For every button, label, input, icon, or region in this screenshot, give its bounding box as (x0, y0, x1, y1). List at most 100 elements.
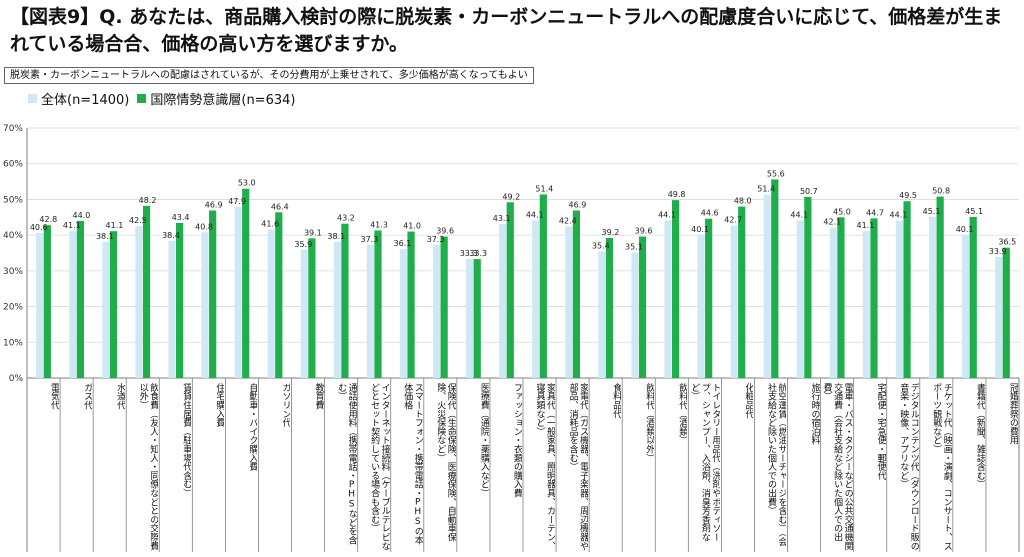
legend-item-all: 全体(n=1400) (28, 89, 129, 108)
category-label: チケット代（映画・演劇、コンサート、スポーツ観戦など） (931, 383, 952, 551)
data-label-all: 44.1 (526, 211, 544, 220)
data-label-all: 42.1 (823, 218, 841, 227)
data-label-intl: 44.0 (72, 211, 90, 220)
bar-all (168, 240, 176, 378)
bar-all (102, 241, 110, 378)
bar-intl (936, 196, 944, 378)
bar-intl (275, 212, 283, 378)
legend-item-intl: 国際情勢意識層(n=634) (137, 89, 295, 108)
bar-intl (142, 205, 151, 378)
bar-all (466, 259, 474, 378)
category-label: 書籍代（新聞、雑誌含む） (974, 383, 985, 489)
data-label-all: 44.1 (658, 211, 676, 220)
question-note: 脱炭素・カーボンニュートラルへの配慮はされているが、その分費用が上乗せされて、多… (4, 67, 534, 84)
bar-intl (870, 218, 878, 378)
data-label-intl: 39.6 (436, 227, 454, 236)
bar-intl (605, 238, 614, 378)
category-label: 食料品代 (611, 383, 622, 419)
category-label: 飲料代（酒類以外） (644, 383, 655, 463)
category-label: 宅配便・宅急便・郵便代 (875, 383, 886, 480)
y-tick-label: 20% (3, 303, 23, 313)
data-label-intl: 53.0 (238, 179, 256, 188)
data-label-intl: 46.4 (271, 202, 289, 211)
category-label: 自動車・バイク購入費 (247, 383, 258, 472)
data-label-intl: 44.7 (866, 208, 884, 217)
y-tick-label: 0% (9, 374, 24, 384)
bar-all (928, 216, 937, 378)
data-label-intl: 55.6 (767, 169, 785, 178)
bar-all (796, 220, 804, 378)
data-label-all: 41.1 (856, 221, 874, 230)
data-label-intl: 43.4 (172, 213, 190, 222)
category-label: 飲食費（友人・知人・同僚などとの交際費以外） (137, 383, 159, 551)
data-label-intl: 43.2 (337, 214, 355, 223)
data-label-all: 40.6 (30, 223, 48, 232)
bar-all (995, 256, 1003, 378)
chart-title: 【図表9】Q. あなたは、商品購入検討の際に脱炭素・カーボンニュートラルへの配慮… (10, 6, 1003, 55)
bar-all (300, 249, 308, 378)
bar-intl (209, 210, 217, 378)
bar-intl (242, 188, 250, 378)
data-label-intl: 36.5 (998, 238, 1016, 247)
data-label-intl: 48.2 (139, 196, 157, 205)
bar-intl (308, 238, 316, 378)
data-label-intl: 46.9 (568, 201, 586, 210)
bar-all (895, 220, 904, 378)
category-label: 家電代（ガス機器、電子楽器、周辺機器や部品、消耗品を含む） (567, 383, 589, 551)
data-label-intl: 41.1 (106, 221, 124, 230)
category-label: 旅行時の宿泊料 (809, 383, 820, 445)
bar-intl (539, 194, 547, 378)
data-label-intl: 39.2 (602, 228, 620, 237)
data-label-intl: 45.0 (833, 207, 851, 216)
data-label-all: 51.4 (757, 184, 775, 193)
data-label-all: 45.1 (923, 207, 941, 216)
bar-all (862, 231, 870, 378)
data-label-all: 43.1 (493, 214, 511, 223)
bar-intl (341, 223, 349, 378)
category-label: スマートフォン・携帯電話・PHSの本体価格 (402, 383, 423, 545)
data-label-all: 42.4 (559, 217, 577, 226)
data-label-all: 35.4 (592, 242, 610, 251)
y-tick-label: 30% (3, 267, 23, 277)
category-label: ファッション・衣類の購入費 (511, 383, 522, 498)
bar-all (598, 251, 606, 378)
data-label-intl: 49.5 (899, 191, 917, 200)
data-label-intl: 41.0 (403, 222, 421, 231)
bar-all (69, 231, 77, 378)
data-label-all: 35.1 (625, 243, 643, 252)
bar-intl (705, 218, 713, 378)
data-label-all: 37.3 (360, 235, 378, 244)
data-label-intl: 48.0 (734, 197, 752, 206)
bar-all (962, 234, 970, 378)
data-label-all: 35.9 (294, 240, 312, 249)
bar-intl (771, 179, 779, 378)
data-label-all: 42.5 (129, 216, 147, 225)
category-label: デジタルコンテンツ代（ダウンロード販の音楽・映像、アプリなど） (898, 383, 919, 551)
bar-all (234, 206, 242, 378)
data-label-intl: 49.8 (668, 190, 686, 199)
data-label-all: 37.3 (427, 235, 445, 244)
category-label: 家具代（一般家具、照明器具、カーテン、寝具類など） (534, 383, 556, 551)
bar-intl (43, 225, 51, 378)
bar-intl (969, 216, 977, 378)
bar-intl (407, 231, 415, 378)
data-label-intl: 33.3 (469, 249, 487, 258)
data-label-all: 41.1 (63, 221, 81, 230)
category-label: 住宅購入費 (214, 383, 225, 428)
category-label: トイレタリー用品代（洗剤やボディソープ、シャンプー、入浴剤、消臭芳香剤など） (690, 383, 721, 542)
bar-intl (440, 236, 448, 378)
bar-all (399, 249, 408, 378)
category-label: 電車・バス・タクシーなどの公共交通機関交通費（会社支給など除いた個人での出費） (822, 383, 853, 551)
category-label: 保険代（生命保険、医療保険、自動車保険、火災保険など） (435, 383, 456, 542)
bar-all (697, 234, 705, 378)
bar-intl (804, 196, 812, 378)
category-label: 飲料代（酒類） (677, 383, 688, 445)
bar-all (829, 227, 837, 378)
category-label: 化粧品代 (743, 383, 754, 419)
data-label-all: 38.4 (162, 231, 180, 240)
bar-all (333, 241, 341, 378)
bar-all (36, 233, 44, 378)
data-label-all: 40.1 (956, 225, 974, 234)
category-label: 賃貸住居費（駐車場代含む） (181, 383, 192, 498)
bar-all (730, 225, 738, 378)
